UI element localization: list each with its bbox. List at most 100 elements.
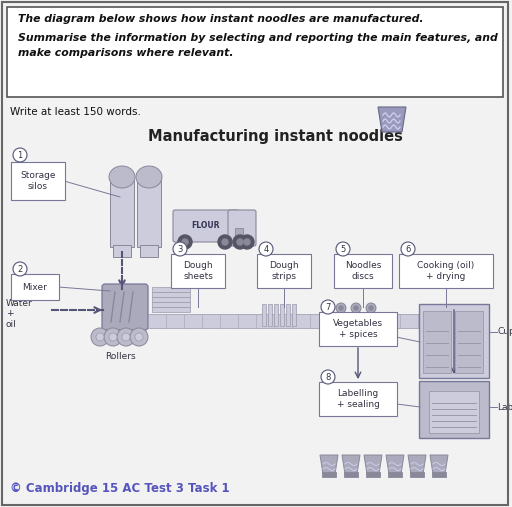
FancyBboxPatch shape: [366, 472, 380, 477]
Polygon shape: [430, 455, 448, 474]
FancyBboxPatch shape: [410, 472, 424, 477]
Text: 4: 4: [263, 244, 269, 254]
Polygon shape: [320, 455, 338, 474]
Text: Vegetables
+ spices: Vegetables + spices: [333, 319, 383, 339]
Circle shape: [354, 318, 358, 322]
Circle shape: [233, 235, 247, 249]
Polygon shape: [342, 455, 360, 474]
Circle shape: [336, 303, 346, 313]
Text: Manufacturing instant noodles: Manufacturing instant noodles: [148, 129, 403, 144]
Text: Cooking (oil)
+ drying: Cooking (oil) + drying: [417, 261, 475, 281]
FancyBboxPatch shape: [257, 254, 311, 288]
Text: FLOUR: FLOUR: [192, 221, 220, 230]
FancyBboxPatch shape: [319, 382, 397, 416]
Text: Write at least 150 words.: Write at least 150 words.: [10, 107, 141, 117]
Circle shape: [135, 333, 143, 341]
Ellipse shape: [136, 166, 162, 188]
FancyBboxPatch shape: [429, 391, 479, 433]
FancyBboxPatch shape: [148, 314, 420, 328]
FancyBboxPatch shape: [286, 304, 290, 326]
FancyBboxPatch shape: [292, 304, 296, 326]
Text: Storage
silos: Storage silos: [20, 171, 56, 191]
FancyBboxPatch shape: [152, 292, 190, 297]
FancyBboxPatch shape: [7, 7, 503, 97]
Text: © Cambridge 15 AC Test 3 Task 1: © Cambridge 15 AC Test 3 Task 1: [10, 482, 229, 495]
FancyBboxPatch shape: [334, 254, 392, 288]
FancyBboxPatch shape: [228, 210, 256, 246]
FancyBboxPatch shape: [152, 297, 190, 302]
Circle shape: [178, 235, 192, 249]
Ellipse shape: [109, 166, 135, 188]
Text: 3: 3: [177, 244, 183, 254]
FancyBboxPatch shape: [280, 304, 284, 326]
Circle shape: [351, 303, 361, 313]
FancyBboxPatch shape: [137, 177, 161, 247]
Circle shape: [369, 318, 373, 322]
Polygon shape: [364, 455, 382, 474]
Circle shape: [339, 306, 343, 310]
Circle shape: [13, 148, 27, 162]
FancyBboxPatch shape: [322, 472, 336, 477]
Circle shape: [321, 300, 335, 314]
Text: 7: 7: [325, 303, 331, 311]
FancyBboxPatch shape: [140, 245, 158, 257]
Text: Rollers: Rollers: [104, 352, 135, 361]
FancyBboxPatch shape: [110, 177, 134, 247]
FancyBboxPatch shape: [268, 304, 272, 326]
FancyBboxPatch shape: [319, 312, 397, 346]
Text: Labels: Labels: [497, 403, 512, 412]
FancyBboxPatch shape: [235, 228, 243, 236]
Text: Noodles
discs: Noodles discs: [345, 261, 381, 281]
Circle shape: [182, 239, 188, 245]
Circle shape: [104, 328, 122, 346]
Circle shape: [339, 318, 343, 322]
FancyBboxPatch shape: [419, 304, 489, 378]
Circle shape: [222, 239, 228, 245]
Circle shape: [218, 235, 232, 249]
FancyBboxPatch shape: [102, 284, 148, 330]
FancyBboxPatch shape: [171, 254, 225, 288]
FancyBboxPatch shape: [152, 307, 190, 312]
Text: Dough
strips: Dough strips: [269, 261, 299, 281]
FancyBboxPatch shape: [419, 381, 489, 438]
Text: make comparisons where relevant.: make comparisons where relevant.: [18, 48, 233, 58]
Text: 1: 1: [17, 151, 23, 160]
Polygon shape: [386, 455, 404, 474]
Circle shape: [109, 333, 117, 341]
Circle shape: [117, 328, 135, 346]
FancyBboxPatch shape: [152, 287, 190, 292]
Text: 5: 5: [340, 244, 346, 254]
Circle shape: [244, 239, 250, 245]
Circle shape: [336, 242, 350, 256]
Text: 2: 2: [17, 265, 23, 273]
Circle shape: [321, 370, 335, 384]
Circle shape: [336, 315, 346, 325]
FancyBboxPatch shape: [11, 274, 59, 300]
Circle shape: [240, 235, 254, 249]
Circle shape: [366, 303, 376, 313]
Circle shape: [173, 242, 187, 256]
Circle shape: [259, 242, 273, 256]
FancyBboxPatch shape: [399, 254, 493, 288]
Text: Cups: Cups: [497, 328, 512, 337]
Circle shape: [96, 333, 104, 341]
FancyBboxPatch shape: [388, 472, 402, 477]
Text: Water
+
oil: Water + oil: [6, 299, 33, 329]
Circle shape: [354, 306, 358, 310]
Text: 6: 6: [406, 244, 411, 254]
FancyBboxPatch shape: [344, 472, 358, 477]
FancyBboxPatch shape: [173, 210, 239, 242]
Text: Mixer: Mixer: [23, 282, 48, 292]
FancyBboxPatch shape: [423, 311, 451, 373]
FancyBboxPatch shape: [11, 162, 65, 200]
FancyBboxPatch shape: [455, 311, 483, 373]
Circle shape: [130, 328, 148, 346]
Text: 8: 8: [325, 373, 331, 381]
Circle shape: [13, 262, 27, 276]
Circle shape: [122, 333, 130, 341]
FancyBboxPatch shape: [274, 304, 278, 326]
Circle shape: [351, 315, 361, 325]
Polygon shape: [408, 455, 426, 474]
Circle shape: [237, 239, 243, 245]
FancyBboxPatch shape: [432, 472, 446, 477]
